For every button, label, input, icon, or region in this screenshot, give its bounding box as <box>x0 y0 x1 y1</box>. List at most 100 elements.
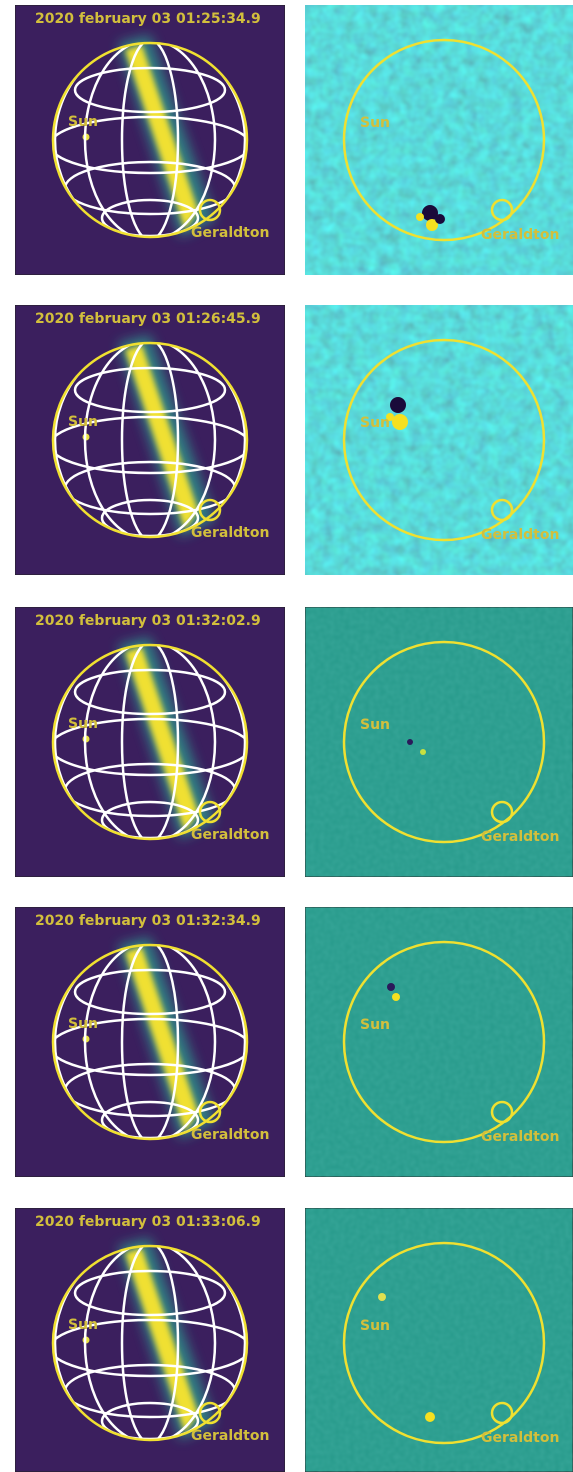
horizon <box>51 41 249 239</box>
sun-label: Sun <box>360 1017 390 1033</box>
meridian <box>83 343 217 537</box>
source-blob <box>392 414 408 430</box>
parallel <box>73 968 227 1016</box>
source-blob <box>378 1293 386 1301</box>
site-marker <box>490 1100 514 1124</box>
meridian <box>83 1246 217 1440</box>
galactic-band <box>125 345 198 530</box>
source-blob <box>422 205 438 221</box>
right-panel: Sun Geraldton <box>305 5 573 275</box>
site-marker <box>490 800 514 824</box>
sun-label: Sun <box>360 717 390 733</box>
source-blob <box>387 983 395 991</box>
timestamp: 2020 february 03 01:26:45.9 <box>35 311 261 327</box>
residual-noise <box>305 5 573 275</box>
galactic-band <box>125 647 198 832</box>
meridian <box>120 645 180 839</box>
meridian <box>83 945 217 1139</box>
parallel <box>73 66 227 114</box>
meridian <box>120 1246 180 1440</box>
meridian <box>53 1246 247 1440</box>
right-panel: Sun Geraldton <box>305 607 573 877</box>
sun-label: Sun <box>360 115 390 131</box>
source-blob <box>435 214 445 224</box>
horizon <box>342 640 546 844</box>
parallel <box>53 115 247 175</box>
timestamp: 2020 february 03 01:33:06.9 <box>35 1214 261 1230</box>
meridian <box>53 945 247 1139</box>
sun-label: Sun <box>68 114 98 130</box>
site-label: Geraldton <box>191 525 269 541</box>
site-marker <box>490 198 514 222</box>
left-panel: 2020 february 03 01:32:02.9 Sun Geraldton <box>15 607 285 877</box>
timestamp: 2020 february 03 01:32:34.9 <box>35 913 261 929</box>
site-marker <box>198 198 222 222</box>
site-marker <box>198 1100 222 1124</box>
parallel <box>73 1269 227 1317</box>
site-label: Geraldton <box>191 1127 269 1143</box>
horizon <box>342 940 546 1144</box>
right-panel: Sun Geraldton <box>305 907 573 1177</box>
site-label: Geraldton <box>481 527 559 543</box>
site-label: Geraldton <box>191 827 269 843</box>
left-panel: 2020 february 03 01:33:06.9 Sun Geraldton <box>15 1208 285 1472</box>
source-blob <box>425 1412 435 1422</box>
parallel <box>73 668 227 716</box>
parallel <box>73 366 227 414</box>
sun-label: Sun <box>68 1317 98 1333</box>
galactic-band <box>125 947 198 1132</box>
residual-texture <box>305 607 573 877</box>
horizon <box>342 38 546 242</box>
timestamp: 2020 february 03 01:32:02.9 <box>35 613 261 629</box>
site-label: Geraldton <box>481 829 559 845</box>
horizon <box>51 1244 249 1442</box>
sun-label: Sun <box>68 1016 98 1032</box>
source-blob <box>386 413 394 421</box>
meridian <box>120 945 180 1139</box>
site-label: Geraldton <box>481 1430 559 1446</box>
source-blob <box>416 213 424 221</box>
site-label: Geraldton <box>481 1129 559 1145</box>
sun-label: Sun <box>360 1318 390 1334</box>
source-blob <box>392 993 400 1001</box>
parallel <box>53 415 247 475</box>
left-panel: 2020 february 03 01:26:45.9 Sun Geraldton <box>15 305 285 575</box>
timestamp: 2020 february 03 01:25:34.9 <box>35 11 261 27</box>
galactic-band <box>125 1248 198 1433</box>
site-marker <box>490 1401 514 1425</box>
site-marker <box>198 1401 222 1425</box>
meridian <box>83 43 217 237</box>
site-marker <box>198 498 222 522</box>
left-panel: 2020 february 03 01:32:34.9 Sun Geraldton <box>15 907 285 1177</box>
sun-label: Sun <box>68 414 98 430</box>
left-panel: 2020 february 03 01:25:34.9 Sun Geraldton <box>15 5 285 275</box>
source-blob <box>390 397 406 413</box>
globe-grid <box>53 343 247 537</box>
meridian <box>120 43 180 237</box>
residual-noise <box>305 305 573 575</box>
parallel <box>53 1318 247 1378</box>
right-panel: Sun Geraldton <box>305 1208 573 1472</box>
site-marker <box>198 800 222 824</box>
source-blob <box>407 739 413 745</box>
residual-texture <box>305 907 573 1177</box>
meridian <box>53 343 247 537</box>
horizon <box>51 943 249 1141</box>
horizon <box>51 643 249 841</box>
galactic-band <box>125 45 198 230</box>
meridian <box>83 645 217 839</box>
sun-label: Sun <box>68 716 98 732</box>
right-panel: Sun Geraldton <box>305 305 573 575</box>
site-label: Geraldton <box>191 1428 269 1444</box>
parallel <box>53 1017 247 1077</box>
parallel <box>53 717 247 777</box>
site-marker <box>490 498 514 522</box>
site-label: Geraldton <box>481 227 559 243</box>
residual-texture <box>305 1208 573 1472</box>
source-blob <box>420 749 426 755</box>
site-label: Geraldton <box>191 225 269 241</box>
meridian <box>53 43 247 237</box>
meridian <box>53 645 247 839</box>
sun-label: Sun <box>360 415 390 431</box>
